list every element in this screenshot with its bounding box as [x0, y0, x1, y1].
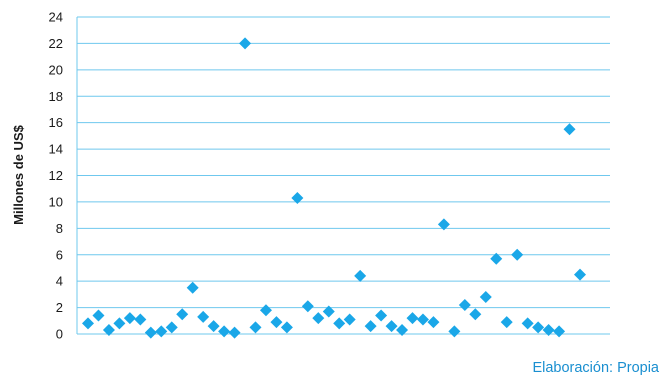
y-tick-label: 6: [56, 247, 63, 262]
data-point: [312, 312, 324, 324]
data-point: [501, 316, 513, 328]
y-tick-label: 18: [49, 89, 63, 104]
data-point: [187, 282, 199, 294]
data-point: [270, 316, 282, 328]
data-point: [365, 320, 377, 332]
data-point: [82, 317, 94, 329]
data-point: [532, 321, 544, 333]
data-point: [459, 299, 471, 311]
y-tick-label: 12: [49, 168, 63, 183]
data-point: [155, 325, 167, 337]
data-point: [448, 325, 460, 337]
y-tick-label: 4: [56, 274, 63, 289]
data-point: [249, 321, 261, 333]
y-tick-label: 10: [49, 194, 63, 209]
data-point: [166, 321, 178, 333]
y-tick-label: 8: [56, 221, 63, 236]
data-point: [574, 269, 586, 281]
data-point: [354, 270, 366, 282]
data-point: [417, 313, 429, 325]
data-point: [197, 311, 209, 323]
y-tick-label: 16: [49, 115, 63, 130]
source-note: Elaboración: Propia: [532, 360, 659, 376]
y-tick-label: 2: [56, 300, 63, 315]
data-point: [281, 321, 293, 333]
grid-lines: [77, 17, 610, 334]
data-point: [239, 37, 251, 49]
data-point: [302, 300, 314, 312]
data-point: [124, 312, 136, 324]
data-point: [145, 327, 157, 339]
data-point: [522, 317, 534, 329]
y-axis-label: Millones de US$: [11, 124, 26, 224]
data-markers: [82, 37, 586, 338]
data-point: [564, 123, 576, 135]
data-point: [480, 291, 492, 303]
data-point: [553, 325, 565, 337]
data-point: [407, 312, 419, 324]
y-tick-label: 22: [49, 36, 63, 51]
data-point: [229, 327, 241, 339]
y-tick-label: 14: [49, 142, 63, 157]
y-tick-label: 0: [56, 327, 63, 342]
data-point: [218, 325, 230, 337]
data-point: [469, 308, 481, 320]
y-tick-label: 24: [49, 10, 63, 25]
data-point: [134, 313, 146, 325]
data-point: [344, 313, 356, 325]
data-point: [113, 317, 125, 329]
data-point: [333, 317, 345, 329]
data-point: [260, 304, 272, 316]
data-point: [208, 320, 220, 332]
data-point: [386, 320, 398, 332]
data-point: [176, 308, 188, 320]
data-point: [511, 249, 523, 261]
data-point: [375, 310, 387, 322]
data-point: [92, 310, 104, 322]
data-point: [427, 316, 439, 328]
y-tick-label: 20: [49, 62, 63, 77]
